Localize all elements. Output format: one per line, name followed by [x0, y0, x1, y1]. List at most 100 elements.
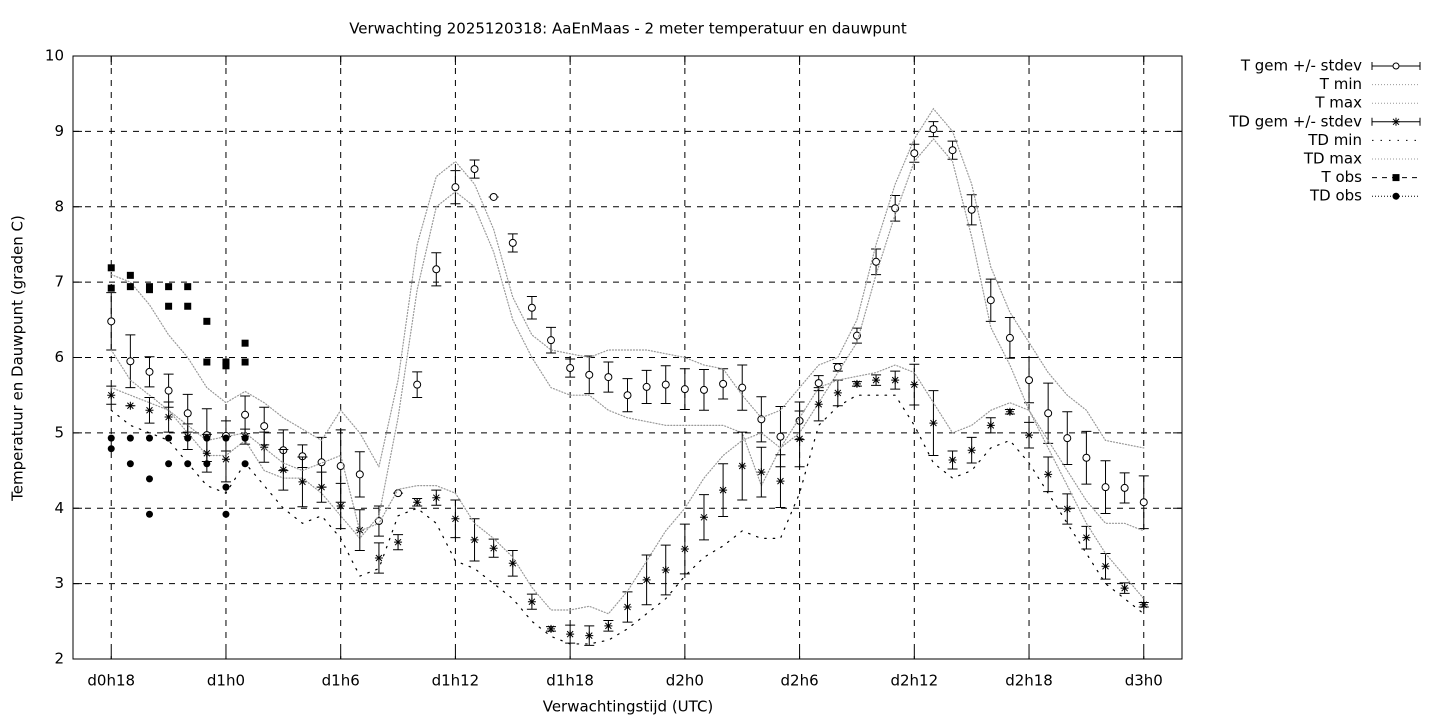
point [738, 383, 747, 392]
legend-label: T max [1314, 94, 1362, 112]
point [1101, 483, 1110, 492]
x-axis-label: Verwachtingstijd (UTC) [543, 698, 714, 716]
point [374, 553, 383, 562]
point [1025, 376, 1034, 385]
point [279, 465, 288, 474]
point [661, 380, 670, 389]
point [1139, 498, 1148, 507]
x-tick-label: d2h6 [781, 672, 819, 690]
line [110, 107, 1145, 469]
point [1005, 333, 1014, 342]
point [432, 265, 441, 274]
point [221, 455, 230, 464]
y-tick-label: 6 [54, 348, 64, 366]
point [451, 514, 460, 523]
point [432, 493, 441, 502]
point [986, 296, 995, 305]
y-tick-label: 7 [54, 273, 64, 291]
point [184, 283, 192, 291]
point [566, 364, 575, 373]
point [776, 477, 785, 486]
point [680, 385, 689, 394]
point [298, 477, 307, 486]
point [203, 358, 211, 366]
x-tick-label: d1h0 [207, 672, 245, 690]
point [260, 443, 269, 452]
point [719, 486, 728, 495]
y-tick-label: 4 [54, 499, 64, 517]
point [929, 419, 938, 428]
point [852, 379, 861, 388]
point [1139, 600, 1148, 609]
point [967, 446, 976, 455]
point [872, 376, 881, 385]
point [145, 475, 153, 483]
legend-label: T min [1319, 75, 1362, 93]
point [164, 386, 173, 395]
y-tick-label: 9 [54, 122, 64, 140]
point [394, 489, 403, 498]
point [470, 165, 479, 174]
point [126, 434, 134, 442]
point [891, 376, 900, 385]
legend-label: TD max [1303, 150, 1362, 168]
point [107, 264, 115, 272]
point [451, 183, 460, 192]
point [508, 238, 517, 247]
point [165, 460, 173, 468]
y-tick-label: 3 [54, 574, 64, 592]
point [222, 434, 230, 442]
point [165, 283, 173, 291]
point [241, 339, 249, 347]
point [126, 460, 134, 468]
legend-label: T gem +/- stdev [1240, 57, 1362, 75]
point [241, 460, 249, 468]
point [795, 434, 804, 443]
point [145, 367, 154, 376]
point [164, 413, 173, 422]
point [872, 257, 881, 266]
point [852, 331, 861, 340]
point [145, 434, 153, 442]
point [145, 406, 154, 415]
point [1044, 470, 1053, 479]
legend-label: TD gem +/- stdev [1228, 112, 1362, 130]
point [202, 449, 211, 458]
point [222, 510, 230, 518]
point [126, 357, 135, 366]
point [948, 146, 957, 155]
point [222, 362, 230, 370]
point [107, 391, 116, 400]
point [489, 192, 498, 201]
point [203, 460, 211, 468]
point [355, 470, 364, 479]
plot-border [72, 55, 1183, 660]
point [604, 621, 613, 630]
x-tick-label: d0h18 [87, 672, 135, 690]
point [1063, 505, 1072, 514]
point [1082, 533, 1091, 542]
point [126, 283, 134, 291]
point [948, 456, 957, 465]
point [489, 544, 498, 553]
point [814, 400, 823, 409]
legend-marker [1392, 62, 1400, 70]
legend-marker [1392, 192, 1400, 200]
point [967, 205, 976, 214]
point [413, 498, 422, 507]
point [336, 501, 345, 510]
point [1044, 409, 1053, 418]
point [107, 445, 115, 453]
point [107, 284, 115, 292]
x-tick-label: d2h12 [890, 672, 938, 690]
point [680, 544, 689, 553]
point [317, 483, 326, 492]
legend-label: T obs [1321, 168, 1363, 186]
line [110, 364, 1145, 615]
point [165, 302, 173, 310]
point [566, 630, 575, 639]
point [145, 510, 153, 518]
point [661, 566, 670, 575]
y-tick-label: 10 [45, 47, 64, 65]
